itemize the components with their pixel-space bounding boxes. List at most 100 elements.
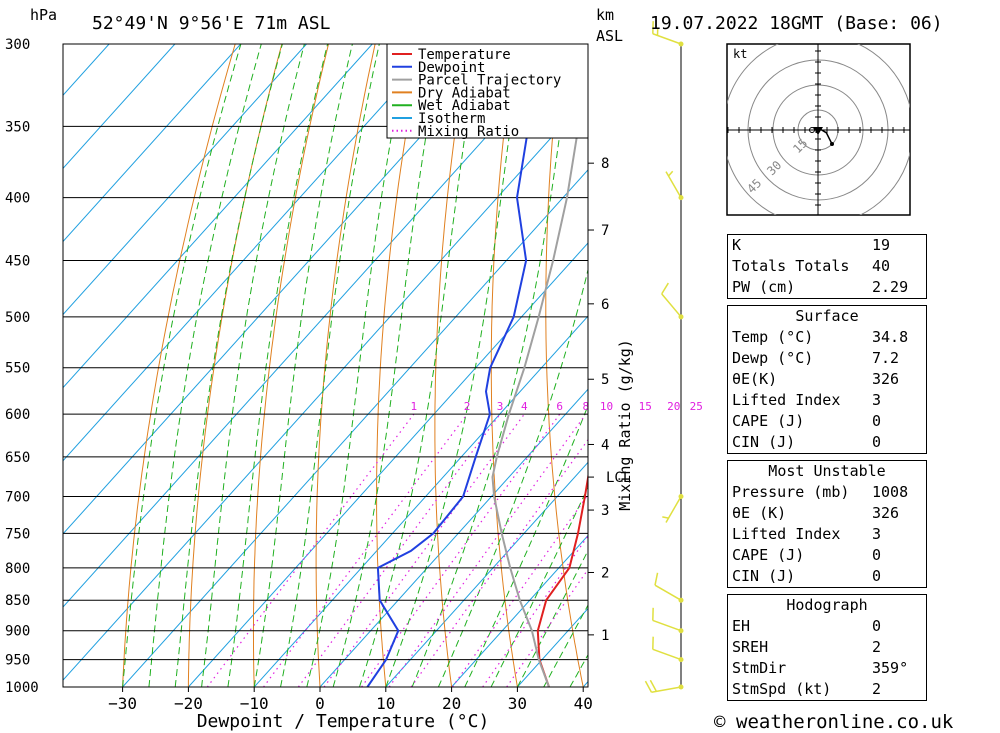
- pressure-tick-label: 900: [5, 624, 30, 640]
- table-row: PW (cm) 2.29: [728, 277, 927, 299]
- mixing-ratio-label: 8: [582, 400, 589, 413]
- wind-barb-staff: [652, 619, 682, 632]
- table-section-title: Hodograph: [786, 596, 868, 614]
- mixing-ratio-line: [410, 438, 588, 687]
- temperature-tick-label: 0: [315, 694, 325, 713]
- wind-barb-staff: [651, 686, 682, 693]
- temperature-line: [536, 471, 588, 687]
- temperature-tick-label: 20: [442, 694, 461, 713]
- row-label: CAPE (J): [732, 546, 805, 564]
- datetime-title: 19.07.2022 18GMT (Base: 06): [650, 13, 943, 34]
- row-value: 0: [872, 567, 882, 585]
- dry-adiabat-line: [490, 44, 518, 687]
- isotherm-line: [253, 315, 588, 687]
- pressure-tick-label: 1000: [5, 680, 39, 696]
- table-row: CAPE (J) 0: [728, 411, 927, 432]
- wet-adiabat-line: [332, 44, 443, 687]
- hodograph-storm-motion-arrow: [813, 127, 823, 135]
- mixing-ratio-label: 6: [556, 400, 563, 413]
- wind-barb: [665, 170, 684, 201]
- table-row: Dewp (°C) 7.2: [728, 348, 927, 369]
- mixing-ratio-label: 25: [690, 400, 703, 413]
- plot-frame: [62, 43, 589, 688]
- wind-barb: [661, 282, 684, 320]
- wind-barb-staff: [652, 648, 682, 661]
- pressure-tick-label: 650: [5, 450, 30, 466]
- mixing-ratio-axis-label: Mixing Ratio (g/kg): [616, 339, 634, 511]
- height-tick-label: 5: [601, 372, 609, 388]
- table-row: θE (K) 326: [728, 503, 927, 524]
- mixing-ratio-label: 20: [667, 400, 680, 413]
- dry-adiabat-line: [935, 44, 1000, 687]
- wind-barb-flag: [644, 680, 653, 693]
- row-value: 1008: [872, 483, 909, 501]
- temperature-tick-label: 10: [376, 694, 395, 713]
- temperature-tick-label: −20: [174, 694, 203, 713]
- row-value: 0: [872, 546, 882, 564]
- table-row: Lifted Index 3: [728, 524, 927, 545]
- asl-unit-label: ASL: [596, 27, 623, 45]
- table-section-title-row: Hodograph: [728, 595, 927, 617]
- row-label: θE (K): [732, 504, 787, 522]
- wet-adiabat-line: [253, 44, 353, 687]
- isotherm-line: [188, 242, 588, 687]
- row-label: Pressure (mb): [732, 483, 850, 501]
- row-value: 0: [872, 617, 882, 635]
- row-label: CIN (J): [732, 567, 796, 585]
- wind-barb-dot: [678, 628, 684, 634]
- hodograph-indices-table: Hodograph EH 0 SREH 2 StmDir 359° StmSpd (kt) 2: [727, 594, 927, 701]
- isotherm-line: [63, 96, 588, 681]
- mixing-ratio-label: 3: [497, 400, 504, 413]
- table-row: Pressure (mb) 1008: [728, 482, 927, 503]
- isotherm-line: [385, 461, 588, 687]
- mixing-ratio-line: [482, 535, 588, 687]
- isotherm-line: [63, 44, 439, 462]
- dry-adiabat-line: [252, 44, 329, 687]
- wind-barb-staff: [654, 584, 682, 601]
- isotherm-line: [63, 44, 571, 608]
- height-tick-label: 2: [601, 565, 609, 581]
- row-value: 0: [872, 433, 882, 451]
- indices-table: K 19 Totals Totals 40 PW (cm) 2.29: [727, 234, 927, 299]
- table-section-title: Surface: [795, 307, 859, 325]
- height-tick-label: 8: [601, 156, 609, 172]
- x-axis-label: Dewpoint / Temperature (°C): [197, 711, 490, 732]
- wind-barb: [644, 679, 684, 693]
- legend-label: Temperature: [418, 47, 511, 63]
- pressure-tick-label: 400: [5, 191, 30, 207]
- row-value: 359°: [872, 659, 909, 677]
- mixing-ratio-label: 15: [639, 400, 652, 413]
- row-value: 326: [872, 504, 900, 522]
- pressure-tick-label: 550: [5, 361, 30, 377]
- footer-site[interactable]: weatheronline.co.uk: [736, 711, 954, 733]
- pressure-tick-label: 700: [5, 490, 30, 506]
- height-tick-label: 3: [601, 503, 609, 519]
- dewpoint-line: [366, 44, 568, 687]
- dry-adiabat-line: [434, 44, 469, 687]
- wind-barb: [654, 572, 684, 603]
- mixing-ratio-line: [451, 493, 588, 687]
- row-label: CAPE (J): [732, 412, 805, 430]
- legend-label: Parcel Trajectory: [418, 73, 561, 89]
- pressure-unit-label: hPa: [30, 6, 57, 24]
- height-tick-label: 6: [601, 297, 609, 313]
- table-section-title: Most Unstable: [768, 462, 886, 480]
- table-row: CIN (J) 0: [728, 566, 927, 588]
- hodograph-storm-marker: [809, 127, 815, 133]
- legend-label: Wet Adiabat: [418, 98, 511, 114]
- lcl-label: LCL: [606, 470, 631, 486]
- row-label: K: [732, 236, 742, 254]
- height-tick-label: 4: [601, 437, 609, 453]
- table-row: StmSpd (kt) 2: [728, 679, 927, 701]
- mixing-ratio-label: 10: [600, 400, 613, 413]
- wind-barb: [652, 21, 684, 47]
- table-row: CAPE (J) 0: [728, 545, 927, 566]
- wind-barb-half-flag: [662, 516, 669, 519]
- table-row: K 19: [728, 235, 927, 257]
- wind-barb-dot: [678, 657, 684, 663]
- pressure-tick-label: 950: [5, 653, 30, 669]
- dry-adiabat-line: [376, 44, 423, 687]
- height-tick-label: 7: [601, 223, 609, 239]
- most-unstable-table: Most Unstable Pressure (mb) 1008 θE (K) 326 L…: [727, 460, 927, 588]
